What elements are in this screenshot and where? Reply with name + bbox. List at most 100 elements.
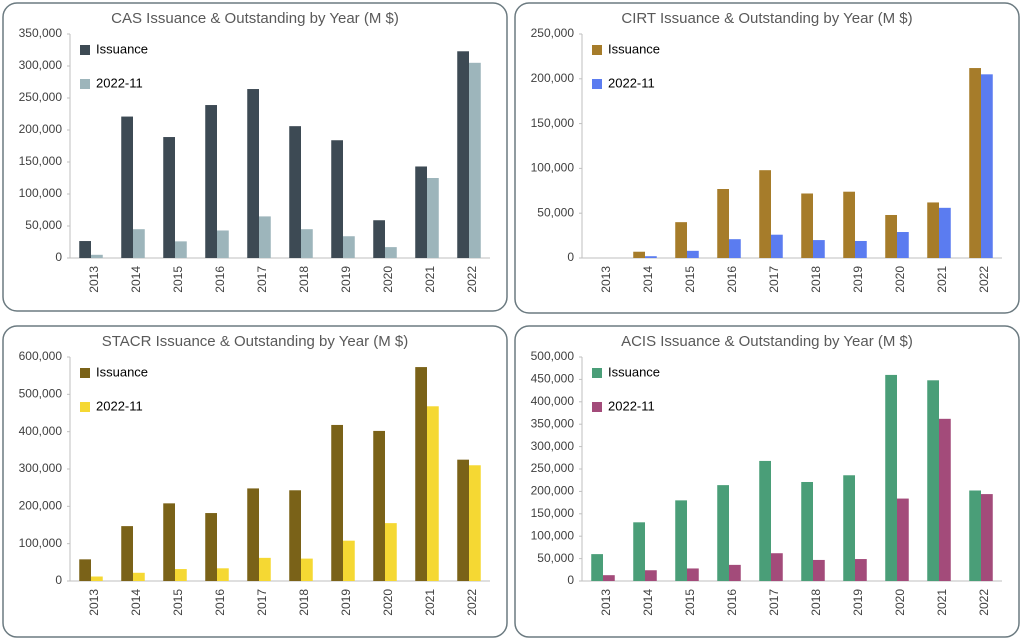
x-tick-label: 2014 <box>129 266 143 293</box>
bar <box>855 240 867 258</box>
bar <box>457 459 469 581</box>
legend-swatch <box>592 402 602 412</box>
x-tick-label: 2015 <box>171 589 185 616</box>
legend-swatch <box>80 45 90 55</box>
bar <box>813 240 825 258</box>
bar <box>885 374 897 581</box>
bar <box>175 569 187 581</box>
chart-title: CAS Issuance & Outstanding by Year (M $) <box>111 10 399 27</box>
bar <box>259 216 271 258</box>
bar <box>373 220 385 258</box>
x-tick-label: 2019 <box>851 589 865 616</box>
x-tick-label: 2016 <box>725 266 739 293</box>
x-tick-label: 2013 <box>599 589 613 616</box>
legend-label: Issuance <box>96 364 148 379</box>
bar <box>897 232 909 258</box>
legend-label: Issuance <box>96 41 148 56</box>
chart-title: ACIS Issuance & Outstanding by Year (M $… <box>621 333 913 350</box>
bar <box>633 522 645 581</box>
x-tick-label: 2014 <box>641 266 655 293</box>
bar <box>415 367 427 581</box>
bar <box>687 250 699 258</box>
y-tick-label: 200,000 <box>19 122 63 136</box>
bar <box>175 241 187 258</box>
y-tick-label: 300,000 <box>531 439 575 453</box>
y-tick-label: 250,000 <box>531 26 575 40</box>
bar <box>427 406 439 581</box>
bar <box>415 166 427 258</box>
bar <box>259 557 271 581</box>
bar <box>813 559 825 581</box>
bar <box>289 490 301 581</box>
bar <box>687 568 699 581</box>
y-tick-label: 250,000 <box>531 461 575 475</box>
y-tick-label: 50,000 <box>25 218 62 232</box>
bar <box>217 230 229 258</box>
bar <box>939 207 951 258</box>
bar <box>205 105 217 258</box>
x-tick-label: 2015 <box>683 589 697 616</box>
x-tick-label: 2022 <box>977 589 991 616</box>
y-tick-label: 500,000 <box>531 349 575 363</box>
bar <box>897 498 909 581</box>
y-tick-label: 100,000 <box>531 528 575 542</box>
bar <box>759 170 771 258</box>
chart-panel: ACIS Issuance & Outstanding by Year (M $… <box>514 325 1020 638</box>
bar <box>217 568 229 581</box>
bar <box>343 236 355 258</box>
bar <box>885 214 897 258</box>
bar <box>771 234 783 258</box>
bar <box>247 89 259 258</box>
x-tick-label: 2018 <box>297 266 311 293</box>
chart-title: CIRT Issuance & Outstanding by Year (M $… <box>621 10 912 27</box>
bar <box>927 380 939 581</box>
bar <box>133 572 145 581</box>
x-tick-label: 2016 <box>725 589 739 616</box>
y-tick-label: 50,000 <box>537 551 574 565</box>
bar <box>843 475 855 581</box>
y-tick-label: 600,000 <box>19 349 63 363</box>
x-tick-label: 2017 <box>255 589 269 616</box>
y-tick-label: 350,000 <box>531 416 575 430</box>
legend-swatch <box>80 79 90 89</box>
x-tick-label: 2022 <box>465 589 479 616</box>
bar <box>289 126 301 258</box>
y-tick-label: 400,000 <box>19 424 63 438</box>
chart-panel: CAS Issuance & Outstanding by Year (M $)… <box>2 2 508 312</box>
bar <box>603 575 615 581</box>
legend-label: 2022-11 <box>608 398 655 413</box>
y-tick-label: 0 <box>567 250 574 264</box>
chart-panel: CIRT Issuance & Outstanding by Year (M $… <box>514 2 1020 314</box>
y-tick-label: 300,000 <box>19 58 63 72</box>
x-tick-label: 2017 <box>255 266 269 293</box>
bar <box>633 251 645 258</box>
bar <box>373 430 385 581</box>
bar <box>79 241 91 258</box>
x-tick-label: 2020 <box>893 589 907 616</box>
y-tick-label: 100,000 <box>19 536 63 550</box>
y-tick-label: 50,000 <box>537 205 574 219</box>
x-tick-label: 2019 <box>339 266 353 293</box>
bar <box>759 460 771 581</box>
bar <box>331 140 343 258</box>
legend-swatch <box>592 79 602 89</box>
legend-label: Issuance <box>608 41 660 56</box>
legend-label: 2022-11 <box>608 75 655 90</box>
y-tick-label: 150,000 <box>19 154 63 168</box>
x-tick-label: 2021 <box>935 266 949 293</box>
legend-swatch <box>80 368 90 378</box>
y-tick-label: 450,000 <box>531 372 575 386</box>
legend-label: 2022-11 <box>96 75 143 90</box>
bar <box>729 564 741 581</box>
x-tick-label: 2014 <box>641 589 655 616</box>
bar <box>717 189 729 258</box>
bar <box>675 500 687 581</box>
bar <box>801 481 813 581</box>
x-tick-label: 2018 <box>809 266 823 293</box>
x-tick-label: 2017 <box>767 266 781 293</box>
x-tick-label: 2016 <box>213 589 227 616</box>
bar <box>927 202 939 258</box>
x-tick-label: 2018 <box>297 589 311 616</box>
bar <box>163 503 175 581</box>
